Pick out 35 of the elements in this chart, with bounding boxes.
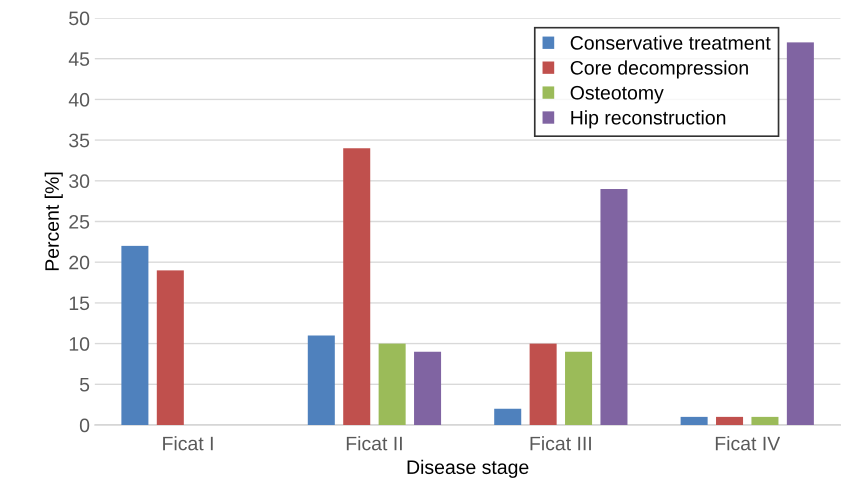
x-tick-label: Ficat I [163, 436, 213, 450]
y-tick-label: 30 [69, 174, 90, 188]
y-tick-label: 40 [68, 92, 90, 107]
legend-label: Osteotomy [570, 86, 664, 104]
y-tick-label: 5 [80, 378, 90, 392]
legend-label: Conservative treatment [570, 36, 771, 50]
bar [530, 344, 557, 425]
bar [494, 408, 522, 425]
bar [680, 416, 708, 425]
y-tick-label: 50 [69, 11, 90, 26]
y-tick-label: 25 [69, 214, 90, 229]
bar [414, 352, 442, 425]
x-tick-label: Ficat II [346, 436, 402, 450]
x-tick-label: Ficat IV [716, 436, 780, 450]
bar [308, 335, 335, 425]
y-tick-label: 45 [68, 52, 90, 66]
bar [716, 416, 744, 425]
x-axis-title: Disease stage [408, 460, 528, 478]
y-axis-title: Percent [%] [44, 172, 63, 270]
y-tick-label: 35 [69, 134, 90, 148]
bar [343, 148, 370, 425]
bar [751, 416, 778, 425]
legend-label: Hip reconstruction [571, 110, 726, 128]
y-tick-label: 15 [70, 296, 90, 310]
bar [565, 352, 592, 425]
bar [156, 270, 184, 425]
y-tick-label: 20 [69, 256, 90, 270]
bar [600, 188, 628, 425]
y-tick-label: 10 [70, 337, 90, 351]
x-tick-label: Ficat III [530, 436, 591, 450]
bar [378, 344, 406, 425]
bar [121, 246, 148, 425]
legend-label: Core decompression [570, 60, 748, 79]
y-tick-label: 0 [80, 418, 90, 432]
bar [786, 42, 814, 425]
